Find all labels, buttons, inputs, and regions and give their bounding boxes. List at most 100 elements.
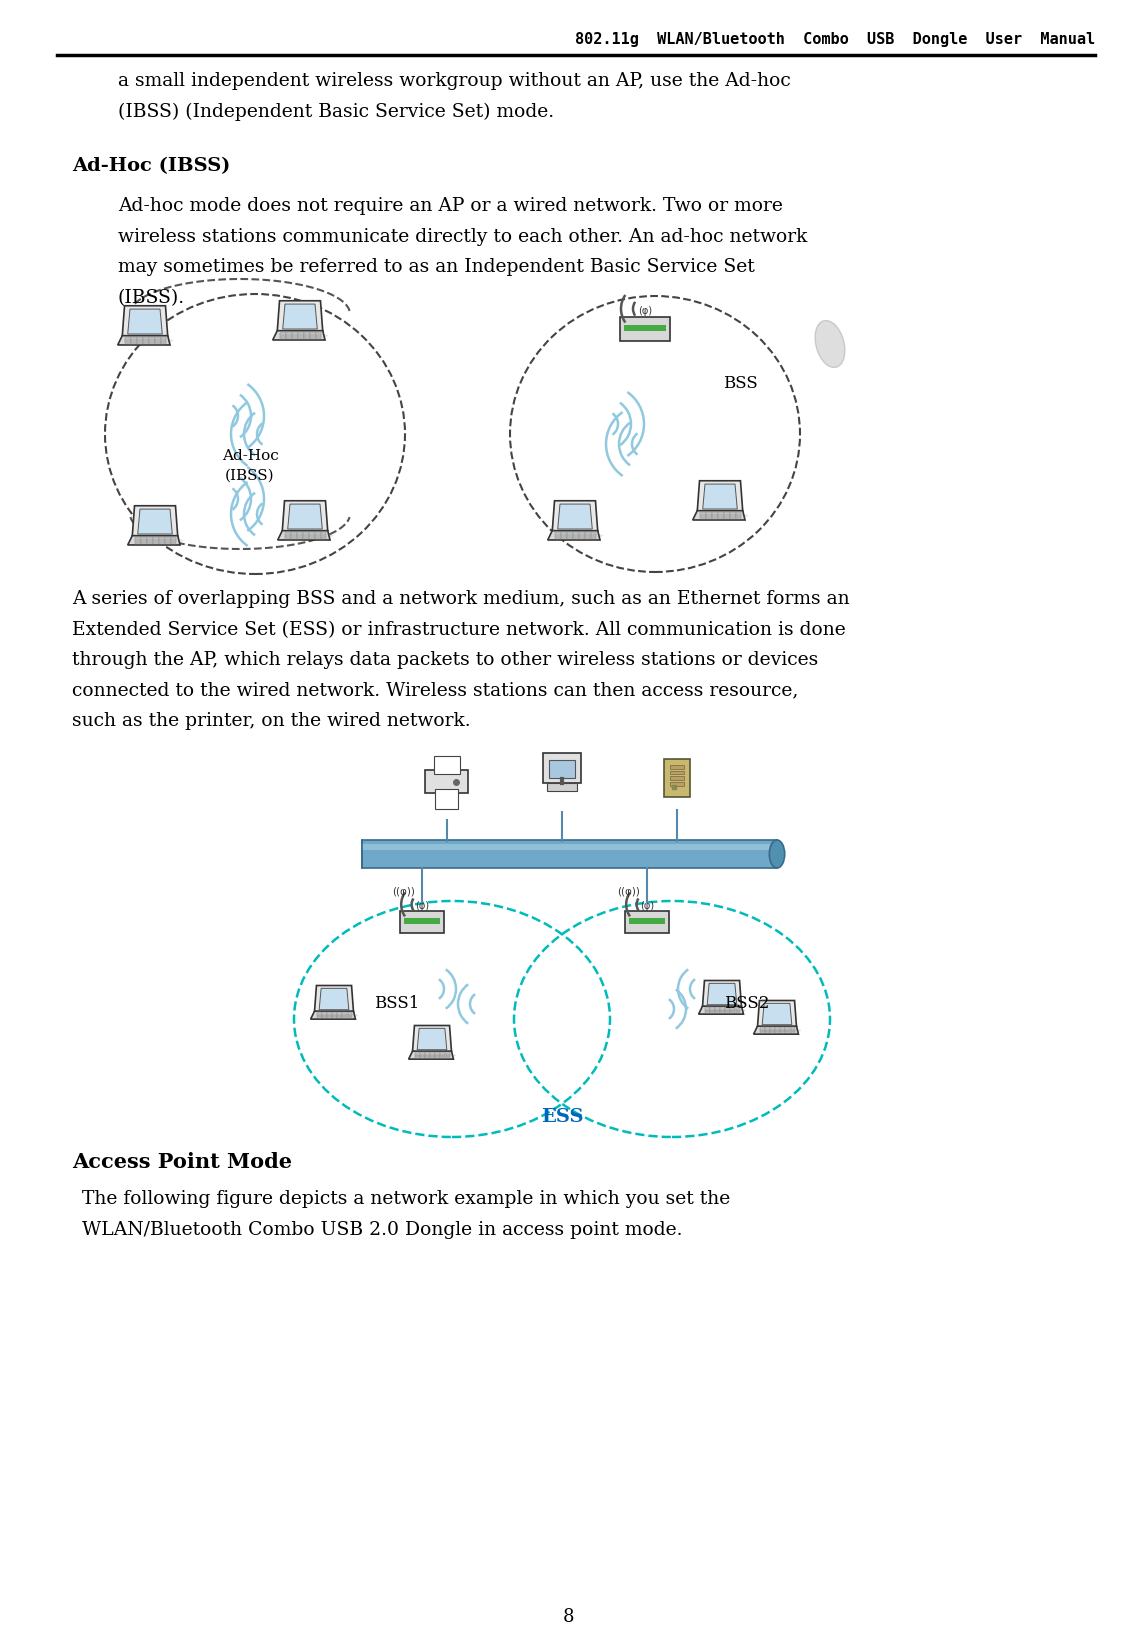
Polygon shape bbox=[127, 309, 163, 334]
Ellipse shape bbox=[699, 514, 749, 519]
FancyBboxPatch shape bbox=[567, 534, 572, 537]
FancyBboxPatch shape bbox=[555, 537, 561, 539]
FancyBboxPatch shape bbox=[141, 539, 147, 542]
FancyBboxPatch shape bbox=[315, 532, 321, 535]
Polygon shape bbox=[753, 1026, 799, 1034]
Ellipse shape bbox=[124, 339, 173, 344]
FancyBboxPatch shape bbox=[404, 919, 439, 923]
FancyBboxPatch shape bbox=[791, 1028, 795, 1029]
FancyBboxPatch shape bbox=[781, 1029, 785, 1031]
FancyBboxPatch shape bbox=[718, 514, 724, 517]
Ellipse shape bbox=[413, 1054, 456, 1057]
Polygon shape bbox=[282, 501, 328, 532]
FancyBboxPatch shape bbox=[322, 1013, 327, 1014]
FancyBboxPatch shape bbox=[149, 339, 155, 342]
FancyBboxPatch shape bbox=[155, 339, 160, 342]
FancyBboxPatch shape bbox=[720, 1008, 725, 1009]
FancyBboxPatch shape bbox=[401, 912, 444, 933]
FancyBboxPatch shape bbox=[165, 542, 171, 544]
FancyBboxPatch shape bbox=[304, 337, 310, 339]
Ellipse shape bbox=[815, 320, 844, 367]
FancyBboxPatch shape bbox=[712, 517, 718, 519]
Polygon shape bbox=[412, 1026, 452, 1052]
Text: a small independent wireless workgroup without an AP, use the Ad-hoc
(IBSS) (Ind: a small independent wireless workgroup w… bbox=[118, 73, 791, 121]
FancyBboxPatch shape bbox=[436, 788, 459, 808]
FancyBboxPatch shape bbox=[154, 537, 158, 540]
FancyBboxPatch shape bbox=[718, 512, 724, 514]
FancyBboxPatch shape bbox=[303, 537, 308, 539]
FancyBboxPatch shape bbox=[436, 1056, 440, 1059]
FancyBboxPatch shape bbox=[585, 534, 591, 537]
Ellipse shape bbox=[279, 334, 329, 339]
FancyBboxPatch shape bbox=[315, 534, 321, 537]
FancyBboxPatch shape bbox=[310, 337, 315, 339]
FancyBboxPatch shape bbox=[785, 1031, 791, 1034]
FancyBboxPatch shape bbox=[436, 1054, 440, 1057]
Polygon shape bbox=[418, 1028, 447, 1049]
Text: BSS2: BSS2 bbox=[724, 996, 769, 1013]
FancyBboxPatch shape bbox=[159, 537, 165, 540]
FancyBboxPatch shape bbox=[735, 1009, 741, 1011]
Text: A series of overlapping BSS and a network medium, such as an Ethernet forms an
E: A series of overlapping BSS and a networ… bbox=[72, 590, 850, 730]
FancyBboxPatch shape bbox=[724, 512, 729, 514]
Ellipse shape bbox=[553, 534, 603, 539]
FancyBboxPatch shape bbox=[155, 342, 160, 344]
FancyBboxPatch shape bbox=[574, 532, 579, 535]
Polygon shape bbox=[702, 484, 737, 509]
FancyBboxPatch shape bbox=[550, 760, 575, 778]
FancyBboxPatch shape bbox=[735, 1011, 741, 1013]
FancyBboxPatch shape bbox=[781, 1028, 785, 1029]
FancyBboxPatch shape bbox=[670, 771, 684, 775]
Ellipse shape bbox=[769, 839, 785, 867]
FancyBboxPatch shape bbox=[440, 1054, 445, 1057]
FancyBboxPatch shape bbox=[149, 337, 155, 340]
FancyBboxPatch shape bbox=[420, 1052, 426, 1054]
FancyBboxPatch shape bbox=[629, 919, 665, 923]
Text: BSS1: BSS1 bbox=[374, 996, 420, 1013]
Polygon shape bbox=[707, 983, 736, 1004]
Ellipse shape bbox=[283, 534, 333, 539]
FancyBboxPatch shape bbox=[543, 753, 580, 783]
Polygon shape bbox=[278, 530, 330, 540]
FancyBboxPatch shape bbox=[710, 1011, 715, 1013]
Text: 8: 8 bbox=[563, 1607, 575, 1626]
FancyBboxPatch shape bbox=[710, 1009, 715, 1011]
FancyBboxPatch shape bbox=[141, 537, 147, 540]
Polygon shape bbox=[122, 306, 167, 337]
FancyBboxPatch shape bbox=[280, 337, 286, 339]
FancyBboxPatch shape bbox=[718, 517, 724, 519]
FancyBboxPatch shape bbox=[316, 334, 321, 337]
FancyBboxPatch shape bbox=[286, 532, 291, 535]
Polygon shape bbox=[702, 981, 742, 1006]
FancyBboxPatch shape bbox=[131, 337, 137, 340]
Text: ((φ)): ((φ)) bbox=[393, 887, 415, 897]
FancyBboxPatch shape bbox=[165, 537, 171, 540]
FancyBboxPatch shape bbox=[620, 317, 670, 342]
FancyBboxPatch shape bbox=[710, 1008, 715, 1009]
FancyBboxPatch shape bbox=[729, 517, 735, 519]
FancyBboxPatch shape bbox=[135, 537, 141, 540]
FancyBboxPatch shape bbox=[735, 1008, 741, 1009]
FancyBboxPatch shape bbox=[343, 1014, 347, 1016]
FancyBboxPatch shape bbox=[343, 1016, 347, 1019]
FancyBboxPatch shape bbox=[665, 758, 690, 796]
FancyBboxPatch shape bbox=[310, 537, 314, 539]
FancyBboxPatch shape bbox=[426, 1056, 430, 1059]
FancyBboxPatch shape bbox=[770, 1029, 775, 1031]
FancyBboxPatch shape bbox=[555, 534, 561, 537]
FancyBboxPatch shape bbox=[138, 342, 142, 344]
Polygon shape bbox=[127, 535, 180, 545]
FancyBboxPatch shape bbox=[321, 534, 327, 537]
Polygon shape bbox=[319, 988, 349, 1009]
FancyBboxPatch shape bbox=[731, 1011, 735, 1013]
FancyBboxPatch shape bbox=[143, 342, 149, 344]
Polygon shape bbox=[552, 501, 597, 532]
FancyBboxPatch shape bbox=[292, 334, 298, 337]
Ellipse shape bbox=[133, 539, 183, 544]
FancyBboxPatch shape bbox=[561, 532, 567, 535]
Polygon shape bbox=[132, 506, 178, 537]
FancyBboxPatch shape bbox=[760, 1031, 765, 1034]
FancyBboxPatch shape bbox=[426, 1052, 430, 1054]
FancyBboxPatch shape bbox=[420, 1054, 426, 1057]
FancyBboxPatch shape bbox=[446, 1052, 451, 1054]
